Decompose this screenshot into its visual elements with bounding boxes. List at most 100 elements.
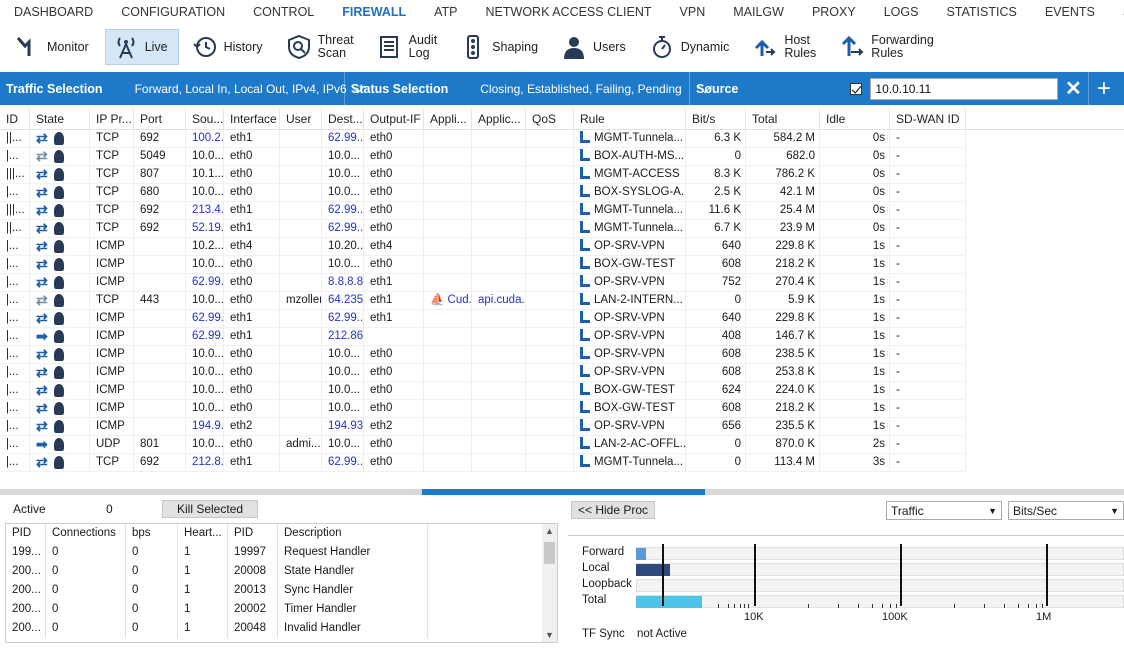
- traffic-selection-value[interactable]: Forward, Local In, Local Out, IPv4, IPv6: [129, 78, 369, 96]
- process-row[interactable]: 200... 0 0 1 20008 State Handler: [6, 562, 557, 581]
- scroll-thumb[interactable]: [544, 542, 555, 564]
- column-header[interactable]: Output-IF: [364, 107, 424, 130]
- menu-network-access-client[interactable]: NETWORK ACCESS CLIENT: [485, 5, 652, 19]
- toolbar-live-button[interactable]: Live: [104, 29, 179, 65]
- column-header[interactable]: Dest...: [322, 107, 364, 130]
- menu-mailgw[interactable]: MAILGW: [733, 5, 784, 19]
- column-header[interactable]: Total: [746, 107, 820, 130]
- units-select[interactable]: Bits/Sec ▼: [1008, 501, 1124, 520]
- table-row[interactable]: |... ⇄ ICMP 10.0... eth0 10.0... eth0 BOX-GW-TE…: [0, 256, 1124, 274]
- column-header[interactable]: Interface: [224, 107, 280, 130]
- toolbar-monitor-button[interactable]: Monitor: [8, 29, 99, 65]
- column-header[interactable]: User: [280, 107, 322, 130]
- status-selection[interactable]: Status Selection Closing, Established, F…: [345, 72, 712, 105]
- column-header[interactable]: Sou...: [186, 107, 224, 130]
- panel-splitter[interactable]: [0, 489, 1124, 495]
- toolbar-history-button[interactable]: History: [185, 29, 273, 65]
- menu-atp[interactable]: ATP: [434, 5, 458, 19]
- cell-state: ⇄: [30, 274, 90, 292]
- table-row[interactable]: |... ⇄ TCP 5049 10.0... eth0 10.0... eth0 BOX-AU…: [0, 148, 1124, 166]
- cell-rule: MGMT-Tunnela...: [574, 220, 686, 238]
- scroll-down-icon[interactable]: ▼: [545, 630, 554, 640]
- menu-statistics[interactable]: STATISTICS: [946, 5, 1017, 19]
- column-header[interactable]: Appli...: [424, 107, 472, 130]
- clear-source-icon[interactable]: ✕: [1065, 78, 1082, 100]
- table-row[interactable]: |... ⇄ TCP44310.0...eth0mzoller64.235...et…: [0, 292, 1124, 310]
- scroll-up-icon[interactable]: ▲: [545, 526, 554, 536]
- process-column-header[interactable]: Connections: [46, 524, 126, 543]
- menu-events[interactable]: EVENTS: [1044, 5, 1095, 19]
- column-header[interactable]: ID: [0, 107, 30, 130]
- toolbar-host-rules-button[interactable]: Host Rules: [745, 29, 826, 65]
- bidirectional-arrow-icon: ⇄: [36, 346, 48, 362]
- process-row[interactable]: 199... 0 0 1 19997 Request Handler: [6, 543, 557, 562]
- column-header[interactable]: Rule: [574, 107, 686, 130]
- table-row[interactable]: |... ➡ ICMP 62.99...eth1 212.86... OP-SRV-VPN…: [0, 328, 1124, 346]
- column-header[interactable]: QoS: [526, 107, 574, 130]
- column-header[interactable]: Applic...: [472, 107, 526, 130]
- axis-tick: [1004, 604, 1005, 608]
- menu-dashboard[interactable]: DASHBOARD: [14, 5, 94, 19]
- process-column-header[interactable]: Description: [278, 524, 428, 543]
- process-column-header[interactable]: PID: [228, 524, 278, 543]
- source-checkbox[interactable]: [850, 82, 863, 95]
- add-filter-icon[interactable]: +: [1088, 72, 1118, 105]
- traffic-light-icon: [459, 33, 487, 61]
- process-row[interactable]: 200... 0 0 1 20013 Sync Handler: [6, 581, 557, 600]
- toolbar-forwarding-rules-button[interactable]: Forwarding Rules: [832, 29, 944, 65]
- menu-logs[interactable]: LOGS: [883, 5, 919, 19]
- toolbar-audit-log-button[interactable]: Audit Log: [370, 29, 448, 65]
- table-row[interactable]: |... ⇄ ICMP 10.0... eth0 10.0... eth0 OP-SRV-VP…: [0, 346, 1124, 364]
- traffic-selection-title: Traffic Selection: [6, 81, 103, 96]
- table-row[interactable]: |||... ⇄ TCP 807 10.1... eth0 10.0... eth0 MGMT-…: [0, 166, 1124, 184]
- traffic-type-select[interactable]: Traffic ▼: [886, 501, 1002, 520]
- traffic-selection[interactable]: Traffic Selection Forward, Local In, Loc…: [0, 72, 365, 105]
- cell-sdwan-id: -: [890, 328, 966, 346]
- process-column-header[interactable]: PID: [6, 524, 46, 543]
- table-row[interactable]: |... ⇄ ICMP 10.0... eth0 10.0... eth0 BOX-GW-TE…: [0, 400, 1124, 418]
- menu-vpn[interactable]: VPN: [679, 5, 706, 19]
- menu-proxy[interactable]: PROXY: [811, 5, 856, 19]
- column-header[interactable]: Port: [134, 107, 186, 130]
- process-scrollbar[interactable]: ▲ ▼: [542, 524, 557, 642]
- bidirectional-arrow-icon: ⇄: [36, 220, 48, 236]
- table-row[interactable]: |... ⇄ TCP 680 10.0... eth0 10.0... eth0 BOX-SYS…: [0, 184, 1124, 202]
- table-row[interactable]: |...⇄ICMP62.99...eth162.99...eth1OP-SRV-…: [0, 310, 1124, 328]
- toolbar-dynamic-button[interactable]: Dynamic: [642, 29, 740, 65]
- table-row[interactable]: |... ⇄ ICMP 10.0... eth0 10.0... eth0 BOX-GW-TE…: [0, 382, 1124, 400]
- source-input[interactable]: 10.0.10.11: [870, 77, 1059, 100]
- hide-proc-button[interactable]: << Hide Proc: [571, 501, 656, 519]
- table-row[interactable]: |... ⇄ ICMP 10.0... eth0 10.0... eth0 OP-SRV-VP…: [0, 364, 1124, 382]
- process-column-header[interactable]: Heart...: [178, 524, 228, 543]
- splitter-grip[interactable]: [422, 489, 705, 495]
- table-row[interactable]: |...⇄ICMP194.9...eth2194.93...eth2OP-SRV…: [0, 418, 1124, 436]
- toolbar-shaping-button[interactable]: Shaping: [453, 29, 548, 65]
- kill-selected-button[interactable]: Kill Selected: [162, 500, 259, 518]
- menu-control[interactable]: CONTROL: [253, 5, 315, 19]
- cell-id: |||...: [0, 166, 30, 184]
- process-row[interactable]: 200... 0 0 1 20002 Timer Handler: [6, 600, 557, 619]
- status-selection-value[interactable]: Closing, Established, Failing, Pending: [474, 78, 715, 96]
- process-column-header[interactable]: bps: [126, 524, 178, 543]
- menu-configuration[interactable]: CONFIGURATION: [121, 5, 226, 19]
- column-header[interactable]: IP Pr...: [90, 107, 134, 130]
- column-header[interactable]: Idle: [820, 107, 890, 130]
- toolbar-threat-scan-button[interactable]: Threat Scan: [279, 29, 364, 65]
- process-row[interactable]: 200... 0 0 1 20048 Invalid Handler: [6, 619, 557, 638]
- column-header[interactable]: State: [30, 107, 90, 130]
- menu-firewall[interactable]: FIREWALL: [342, 5, 407, 19]
- menu-ssh[interactable]: SSH: [1109, 5, 1124, 19]
- cell-total: 238.5 K: [746, 346, 820, 364]
- cell-id: |...: [0, 418, 30, 436]
- table-row[interactable]: |... ➡ UDP 801 10.0... eth0 admi... 10.0... eth0…: [0, 436, 1124, 454]
- column-header[interactable]: SD-WAN ID: [890, 107, 966, 130]
- column-header[interactable]: Bit/s: [686, 107, 746, 130]
- toolbar-users-button[interactable]: Users: [554, 29, 636, 65]
- table-row[interactable]: |... ⇄ ICMP 10.2... eth4 10.20... eth4 OP-SRV-V…: [0, 238, 1124, 256]
- cell-state: ⇄: [30, 364, 90, 382]
